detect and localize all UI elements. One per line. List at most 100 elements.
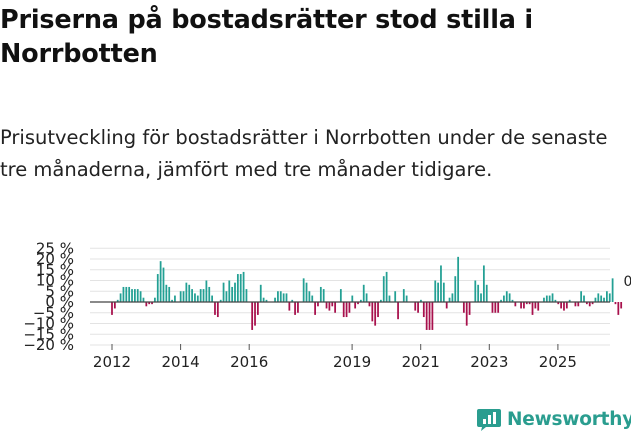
bar: [257, 302, 259, 315]
bar: [402, 289, 405, 302]
y-tick-label: −15 %: [23, 325, 74, 343]
bar: [359, 299, 362, 302]
bar: [465, 302, 468, 326]
bar: [554, 299, 557, 302]
bar: [262, 297, 265, 302]
bar: [394, 291, 397, 302]
bar: [211, 295, 213, 302]
bar: [585, 302, 588, 305]
x-tick-label: 2012: [93, 353, 131, 371]
bar: [597, 293, 600, 302]
bar: [574, 302, 577, 307]
bar: [462, 302, 465, 313]
bar: [231, 286, 234, 302]
brand-logo: Newsworthy: [476, 407, 631, 431]
bar: [136, 289, 139, 302]
bar: [242, 271, 245, 302]
bar: [482, 265, 485, 302]
bar: [222, 282, 225, 302]
bar: [382, 276, 385, 302]
bar: [208, 286, 211, 302]
bar: [600, 295, 603, 302]
bar: [322, 289, 325, 302]
bar: [474, 280, 477, 302]
bar: [348, 302, 351, 313]
bar: [165, 284, 168, 302]
bar: [119, 293, 122, 302]
bar: [128, 286, 131, 302]
bar: [577, 302, 580, 307]
bar: [371, 302, 374, 322]
bar: [525, 302, 528, 305]
bar: [591, 302, 594, 305]
bar: [302, 278, 305, 302]
bar: [611, 278, 614, 302]
bar: [397, 302, 399, 320]
bar: [505, 291, 508, 302]
bar: [500, 299, 502, 302]
bar: [528, 302, 531, 305]
bar: [414, 302, 417, 311]
bar: [139, 291, 142, 302]
bar: [216, 302, 219, 318]
bar: [331, 302, 334, 307]
bar: [537, 302, 540, 311]
bar: [116, 299, 119, 302]
bar: [334, 302, 337, 313]
bar: [171, 299, 173, 302]
bar: [351, 295, 354, 302]
bar: [448, 297, 451, 302]
bar: [205, 280, 208, 302]
bar: [434, 280, 437, 302]
bar: [291, 299, 294, 302]
bar: [251, 302, 254, 330]
bar: [503, 295, 505, 302]
bar: [339, 289, 342, 302]
bar: [543, 297, 545, 302]
bar: [122, 286, 125, 302]
bar: [191, 289, 193, 302]
bar: [617, 302, 620, 315]
bar: [182, 291, 185, 302]
bar: [179, 291, 182, 302]
bar: [145, 302, 148, 307]
bar: [199, 289, 202, 302]
bar: [608, 293, 611, 302]
bar: [523, 302, 525, 309]
bar: [113, 302, 116, 309]
bar: [425, 302, 428, 330]
bar: [445, 302, 448, 309]
x-tick-label: 2016: [230, 353, 268, 371]
bar: [297, 302, 299, 313]
y-tick-label: 20 %: [36, 250, 74, 268]
bar: [614, 302, 617, 305]
bar: [580, 291, 583, 302]
bar: [491, 302, 494, 313]
bar: [534, 302, 537, 309]
bar: [294, 302, 296, 315]
bar: [285, 293, 288, 302]
chart-title: Priserna på bostadsrätter stod stilla i …: [0, 5, 533, 69]
newsworthy-logo-icon: [477, 409, 501, 431]
x-tick-label: 2023: [470, 353, 508, 371]
bar: [531, 302, 534, 315]
bar: [148, 302, 151, 305]
bar: [377, 302, 379, 318]
bar: [480, 293, 482, 302]
bar: [497, 302, 500, 313]
bar: [365, 293, 368, 302]
x-tick-label: 2025: [539, 353, 577, 371]
bar: [314, 302, 316, 315]
bar: [125, 286, 128, 302]
bar: [111, 302, 113, 315]
grid-lines: [90, 247, 610, 346]
bar: [134, 289, 136, 302]
bar: [162, 267, 165, 302]
bar: [420, 299, 422, 302]
bar: [485, 284, 488, 302]
bar: [325, 302, 328, 309]
bar: [185, 282, 188, 302]
bar: [202, 289, 205, 302]
bar: [354, 302, 357, 309]
bar: [245, 289, 248, 302]
